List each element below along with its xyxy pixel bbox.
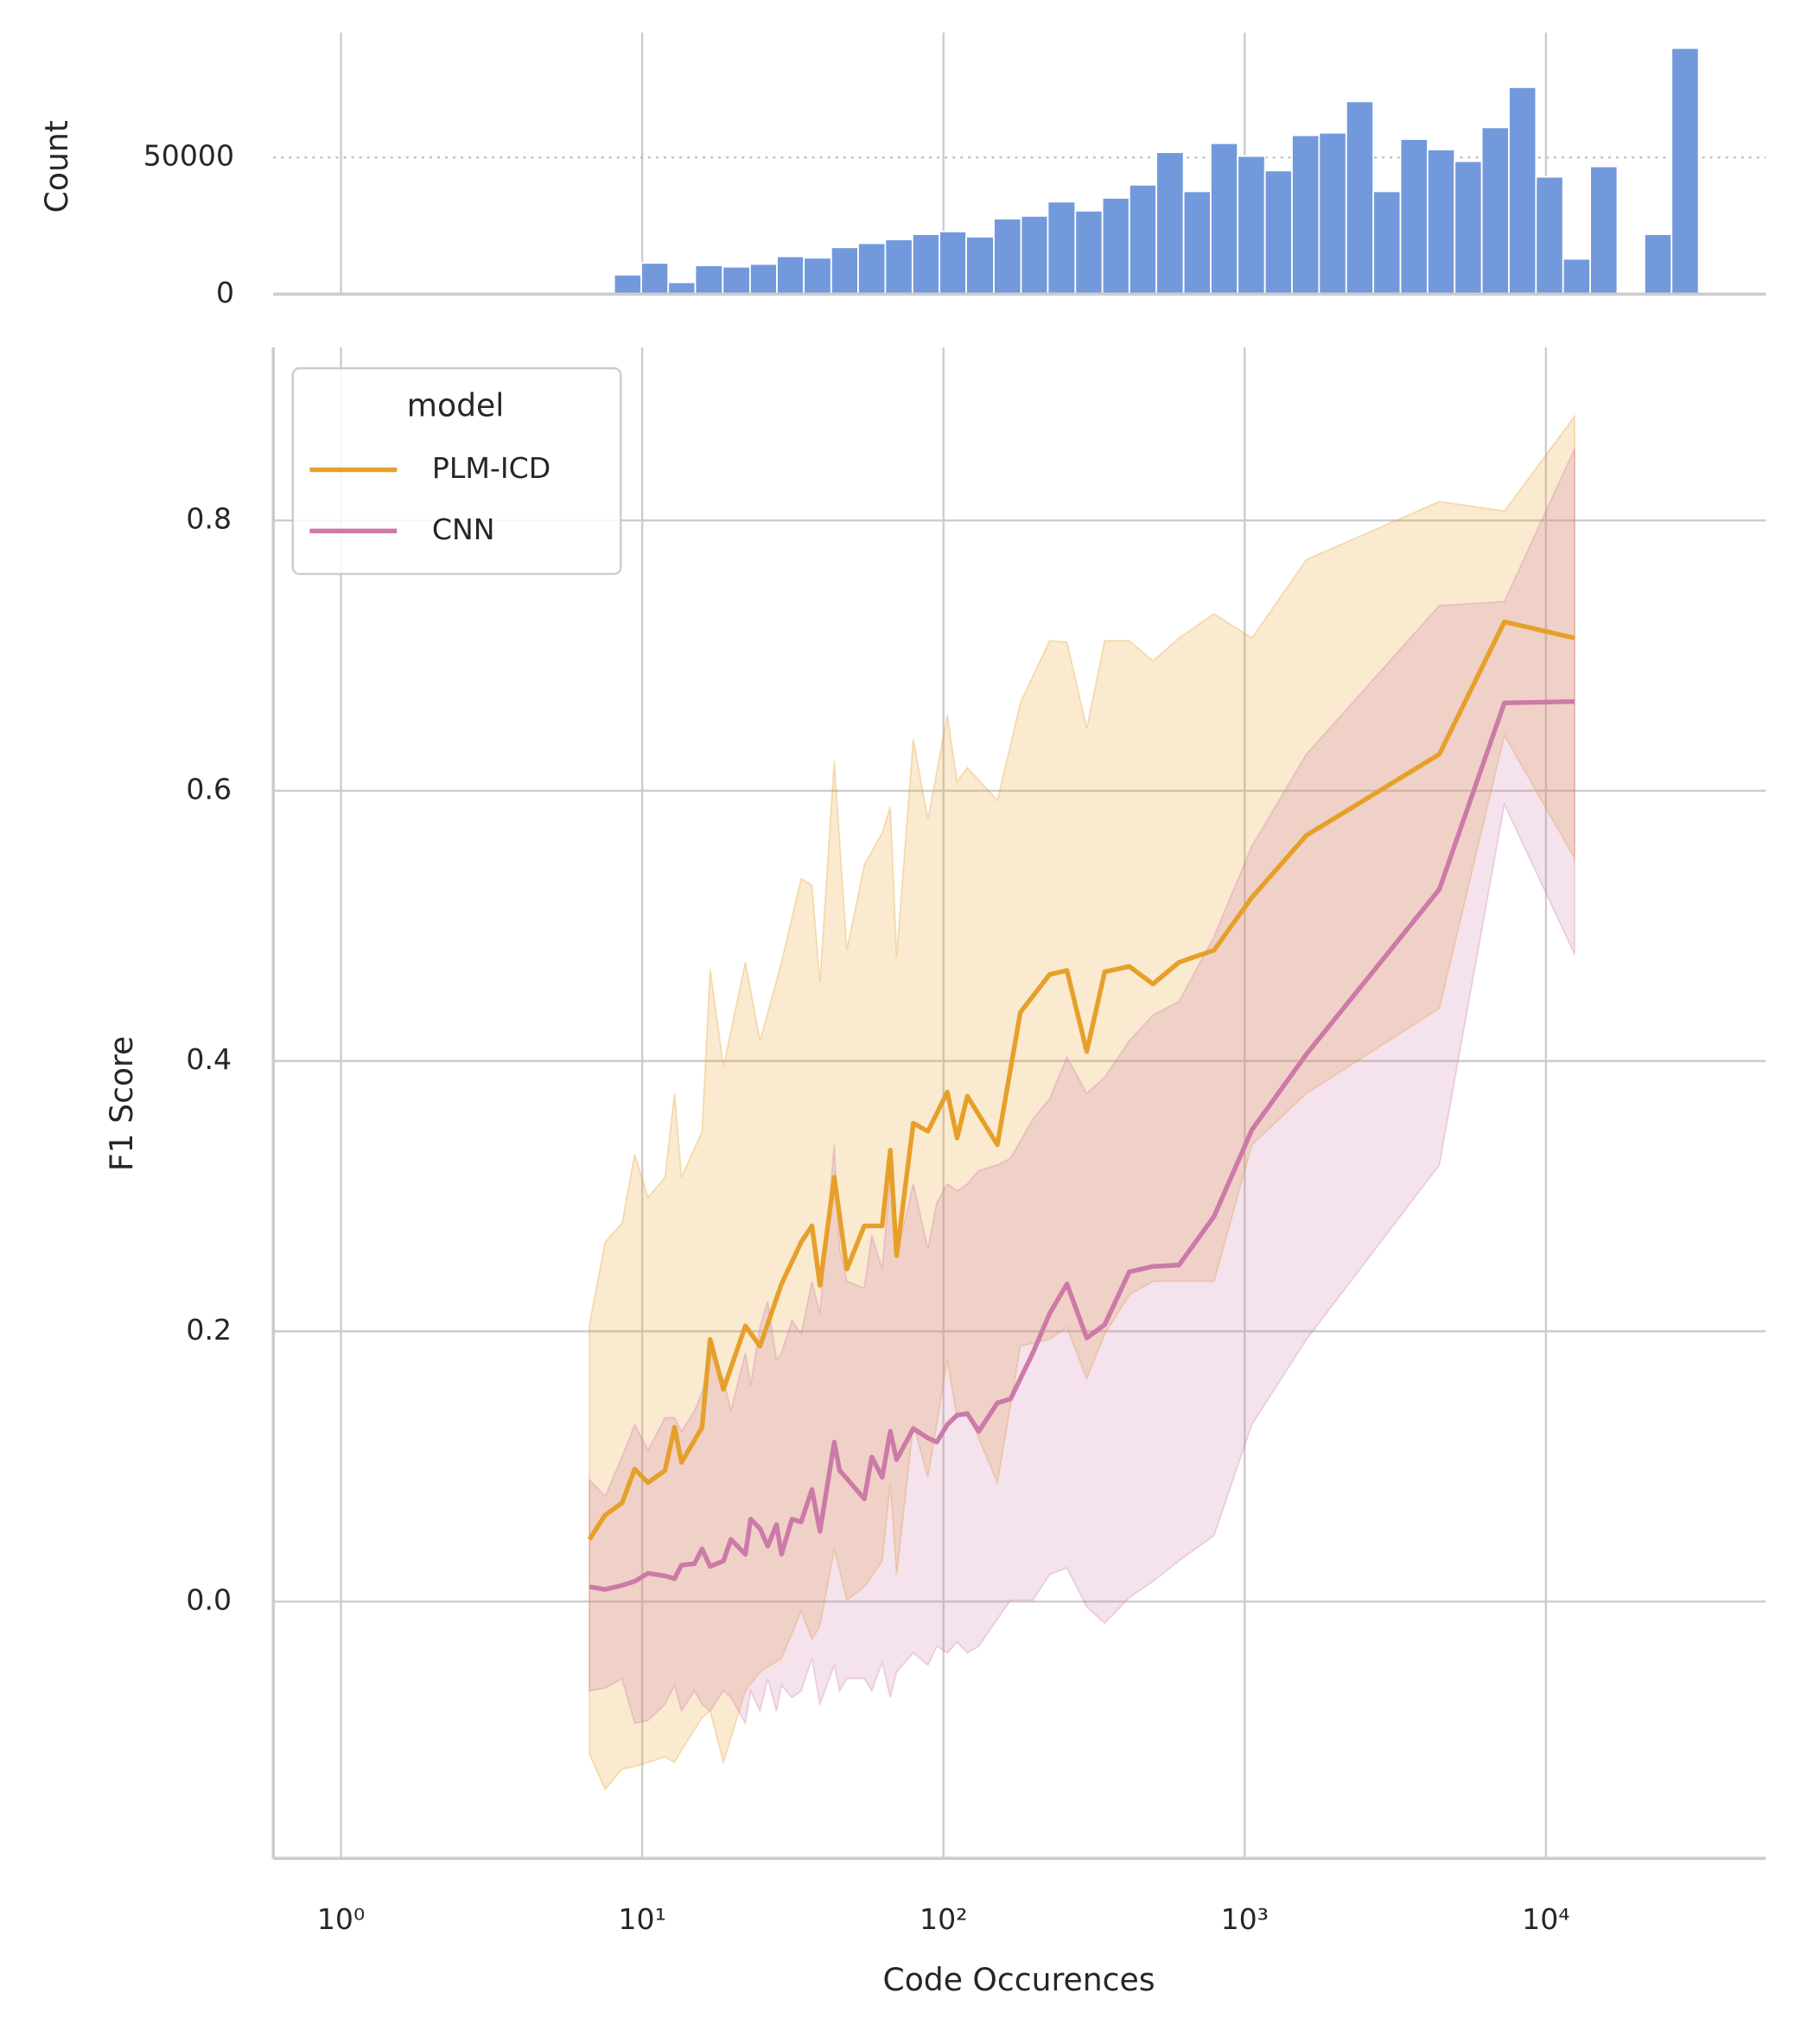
histogram-panel: 0 50000 [143,32,1766,309]
bar [830,246,859,296]
bar [1372,190,1402,296]
bar [1426,149,1456,296]
bar [1318,131,1347,296]
x-tick-label: 10¹ [618,1902,665,1936]
bar [803,257,832,296]
bar [640,262,670,296]
bar [1671,47,1700,296]
bar [884,239,913,296]
bar [1128,183,1157,296]
bar [1589,165,1619,296]
histogram-y-label: Count [38,120,75,213]
y-tick-label: 0.0 [186,1583,232,1617]
bar [1182,190,1212,296]
y-tick-label: 0.8 [186,502,232,536]
y-axis-label: F1 Score [103,1036,140,1171]
bar [1210,142,1239,296]
bar [1345,100,1375,296]
line [589,698,1575,1592]
bar [776,255,805,296]
x-axis-label: Code Occurences [882,1961,1155,1998]
bar [911,233,941,296]
x-tick-label: 10⁰ [317,1902,365,1936]
bar [1155,151,1185,296]
bar [1562,258,1592,296]
bar [1480,126,1510,296]
bar [1263,169,1293,296]
bar [1399,138,1429,296]
x-tick-label: 10³ [1221,1902,1269,1936]
bar [667,281,697,296]
x-tick-label: 10⁴ [1522,1902,1569,1936]
legend-label: CNN [432,513,495,546]
legend-label: PLM-ICD [432,451,550,485]
bar [857,242,887,296]
bar [965,235,995,296]
bar [1291,134,1321,296]
bar [613,273,642,296]
x-tick-label: 10² [920,1902,967,1936]
y-tick-label: 50000 [143,139,234,173]
legend-title: model [407,386,505,423]
y-tick-label: 0.6 [186,772,232,806]
bar [749,263,778,296]
line-panel: 10⁰ 10¹ 10² 10³ 10⁴ 0.0 0.2 0.4 0.6 0.8 model PLM-I… [186,347,1766,1936]
bar [1237,155,1266,296]
legend-box [291,366,622,576]
bar [1643,233,1673,296]
bar [1101,197,1130,296]
bar [993,218,1022,296]
confidence-band [589,448,1575,1726]
bar [694,264,724,296]
line [587,619,1575,1541]
bar [939,230,967,296]
y-tick-label: 0 [216,276,234,309]
bar [1020,214,1049,296]
bar [1454,160,1483,296]
bar [1508,86,1537,296]
legend: model PLM-ICD CNN [291,366,622,576]
y-tick-label: 0.2 [186,1313,232,1347]
bar [1074,209,1104,296]
y-tick-label: 0.4 [186,1042,232,1076]
bar [1535,175,1564,296]
bar [722,265,751,296]
bar [1047,201,1077,296]
